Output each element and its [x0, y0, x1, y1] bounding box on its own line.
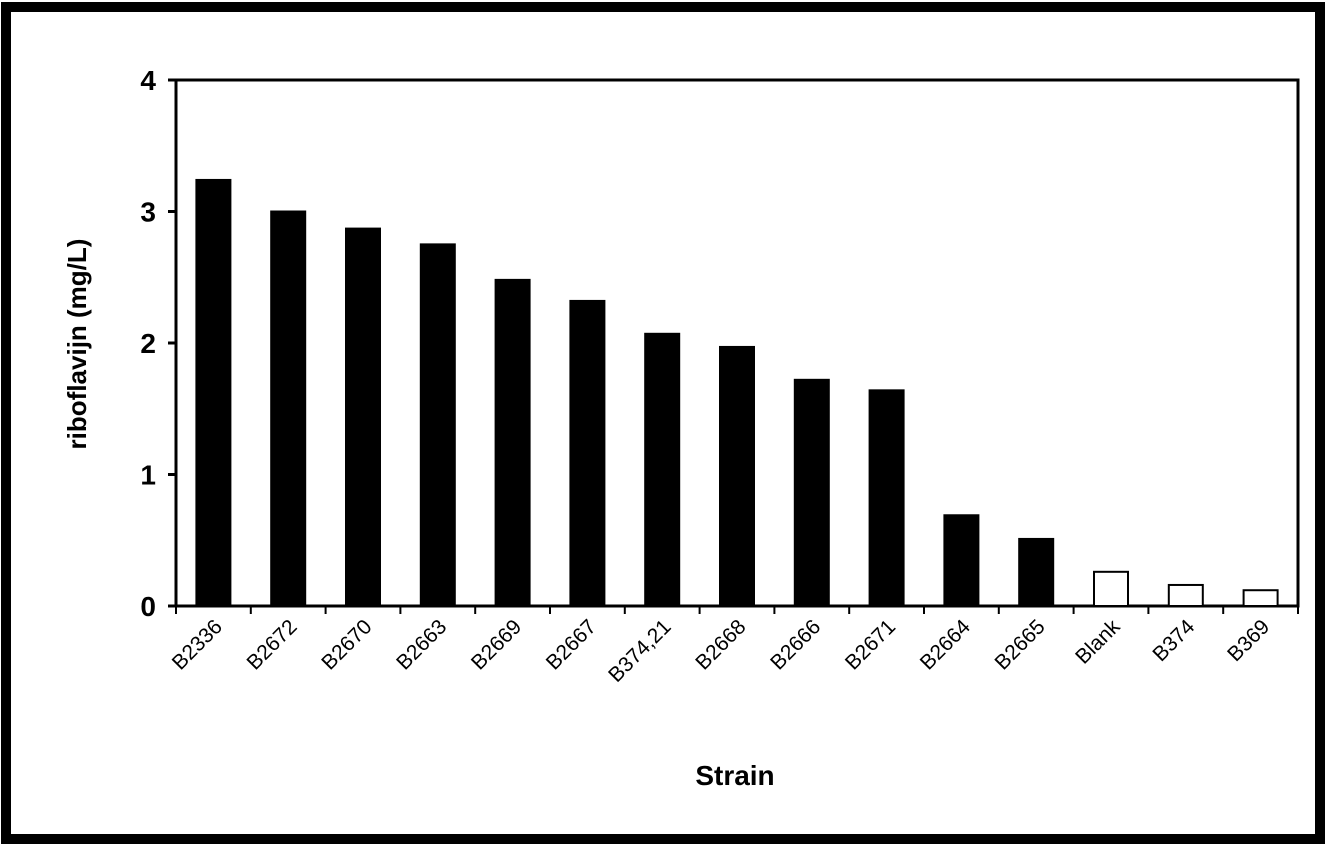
y-tick-label: 0 [140, 591, 156, 622]
y-tick-label: 1 [140, 460, 156, 491]
y-axis-title: riboflavijn (mg/L) [62, 239, 92, 450]
bar-b2672 [270, 210, 307, 607]
y-tick-label: 4 [140, 65, 156, 96]
y-tick-label: 2 [140, 328, 156, 359]
bar-b369 [1242, 589, 1279, 607]
bar-b374 [1167, 583, 1204, 608]
bar-b2663 [419, 243, 456, 607]
bar-b374-21 [644, 332, 681, 607]
y-axis: 0 1 2 3 4 [140, 65, 176, 622]
bar-b2336 [195, 178, 232, 607]
y-tick-label: 3 [140, 197, 156, 228]
bar-b2668 [719, 345, 755, 607]
bar-b2669 [494, 278, 531, 607]
bar-b2670 [345, 227, 381, 607]
bar-series [195, 178, 1279, 608]
bar-b2665 [1018, 537, 1055, 607]
bar-b2664 [943, 514, 980, 608]
x-axis-title: Strain [695, 760, 774, 791]
bar-b2667 [569, 299, 606, 607]
bar-b2671 [868, 389, 905, 607]
bar-blank [1093, 570, 1129, 607]
bar-b2666 [793, 378, 830, 607]
